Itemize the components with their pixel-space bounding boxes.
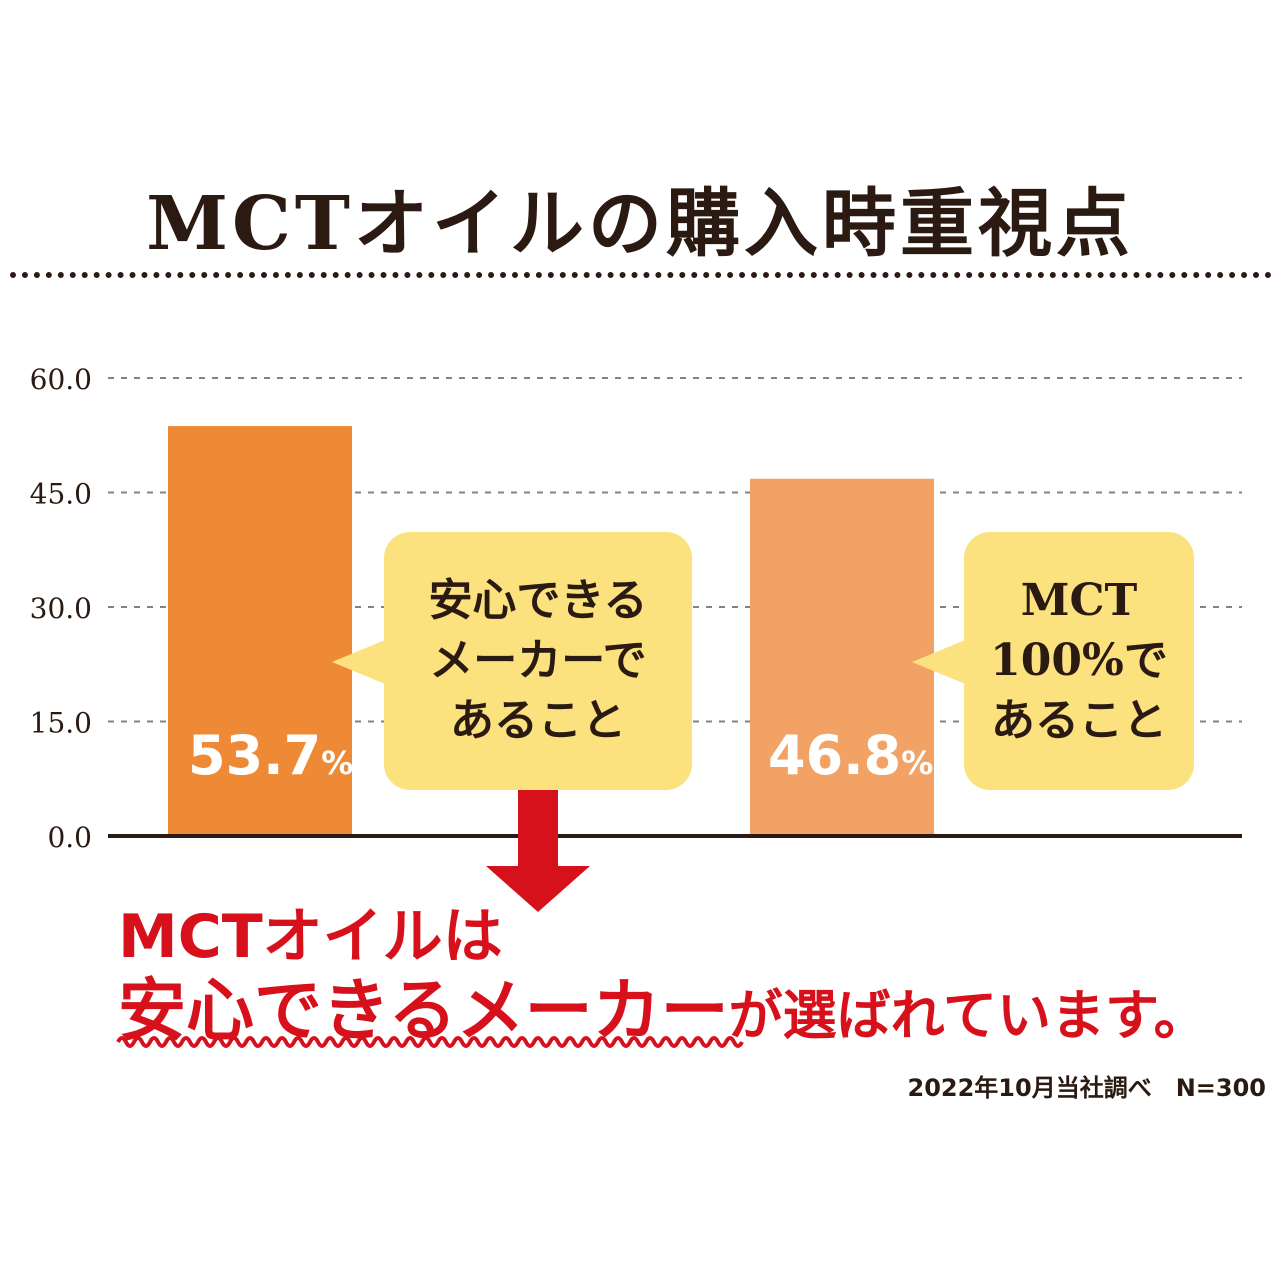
- bar-value-number-1: 53.7: [188, 724, 322, 787]
- bar-value-label-2: 46.8%: [768, 724, 933, 787]
- callout-2-line-1: MCT: [1020, 575, 1138, 626]
- conclusion-emphasis: 安心できるメーカー: [118, 972, 729, 1051]
- callout-1-line-2: メーカーで: [429, 635, 647, 686]
- conclusion-line-2: 安心できるメーカーが選ばれています。: [118, 955, 1208, 1054]
- down-arrow-icon: [486, 768, 590, 912]
- bar: [168, 426, 352, 836]
- callout-2-line-3: あること: [991, 695, 1167, 746]
- y-tick-label: 45.0: [30, 478, 92, 511]
- callout-1-line-1: 安心できる: [428, 575, 648, 626]
- callout-bubble-2: MCT 100%で あること: [964, 532, 1194, 790]
- bar: [750, 478, 934, 836]
- callout-2-line-2: 100%で: [990, 635, 1168, 686]
- callout-pointer-2: [912, 638, 970, 686]
- y-tick-label: 60.0: [30, 363, 92, 396]
- chart-title: MCTオイルの購入時重視点: [146, 181, 1134, 267]
- bar-value-number-2: 46.8: [768, 724, 902, 787]
- y-tick-label: 0.0: [47, 821, 92, 854]
- callout-1-line-3: あること: [450, 695, 626, 746]
- y-tick-label: 15.0: [30, 707, 92, 740]
- callout-bubble-1: 安心できる メーカーで あること: [384, 532, 692, 790]
- bar-value-label-1: 53.7%: [188, 724, 353, 787]
- conclusion-line-1: MCTオイルは: [118, 902, 503, 972]
- y-tick-label: 30.0: [30, 592, 92, 625]
- callout-pointer-1: [332, 638, 390, 686]
- title-dotted-divider: [10, 272, 1272, 278]
- wavy-underline: [116, 1036, 744, 1048]
- bar-value-unit-2: %: [901, 744, 934, 782]
- bar-value-unit-1: %: [321, 744, 354, 782]
- conclusion-rest: が選ばれています。: [728, 984, 1208, 1047]
- source-note: 2022年10月当社調べ N=300: [907, 1074, 1267, 1102]
